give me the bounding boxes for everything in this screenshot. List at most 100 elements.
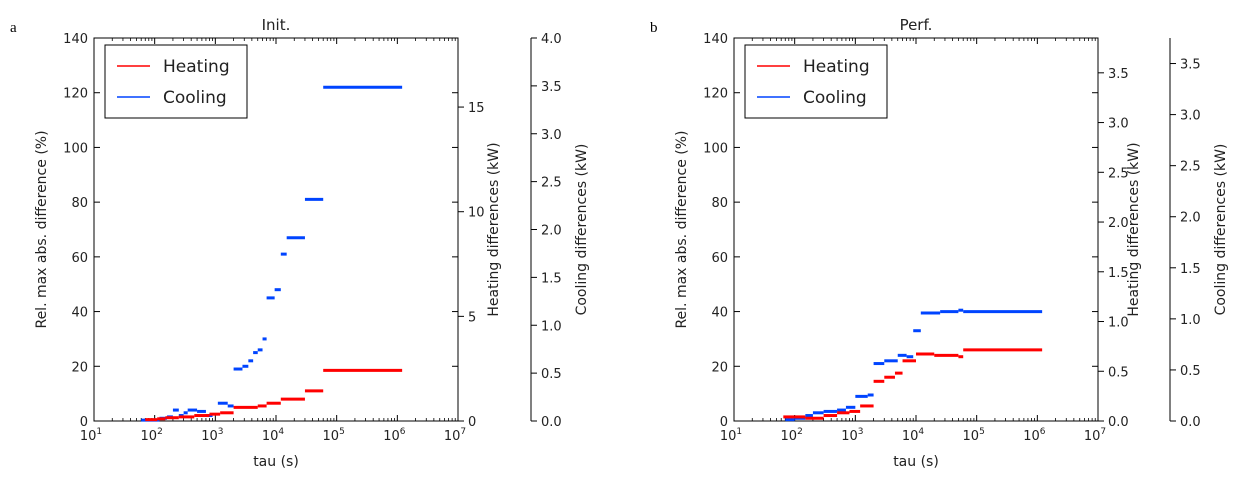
y-tick-label: 140 (703, 32, 728, 47)
y3-tick-label: 0.0 (541, 415, 562, 430)
x-tick-base: 10 (262, 429, 279, 444)
x-tick-exponent: 1 (96, 427, 102, 437)
x-tick-exponent: 6 (400, 427, 406, 437)
y-tick-label: 100 (63, 141, 88, 156)
x-axis-label: tau (s) (253, 454, 299, 470)
y-tick-label: 120 (703, 87, 728, 102)
y3-axis-label: Cooling differences (kW) (574, 144, 590, 316)
x-tick-label: 104 (262, 427, 285, 444)
y2-tick-label: 5 (468, 310, 476, 325)
y3-axis-label: Cooling differences (kW) (1213, 144, 1229, 316)
y-axis-label: Rel. max abs. difference (%) (674, 130, 690, 328)
chart-title: Perf. (900, 16, 933, 34)
y2-axis-label: Heating differences (kW) (486, 142, 502, 316)
x-tick-exponent: 4 (918, 427, 924, 437)
x-tick-base: 10 (201, 429, 218, 444)
x-tick-base: 10 (1023, 429, 1040, 444)
x-tick-exponent: 5 (339, 427, 345, 437)
y3-tick-label: 4.0 (541, 32, 562, 47)
x-axis-label: tau (s) (893, 454, 939, 470)
x-tick-base: 10 (444, 429, 461, 444)
y2-tick-label: 10 (468, 206, 485, 221)
y3-tick-label: 1.5 (1180, 262, 1201, 277)
y2-tick-label: 0.0 (1108, 415, 1129, 430)
y3-tick-label: 0.0 (1180, 415, 1201, 430)
y-tick-label: 0 (720, 415, 728, 430)
y3-tick-label: 2.0 (541, 224, 562, 239)
y-tick-label: 0 (80, 415, 88, 430)
x-tick-base: 10 (383, 429, 400, 444)
y3-tick-label: 2.0 (1180, 211, 1201, 226)
y-tick-label: 80 (71, 196, 88, 211)
y3-tick-label: 0.5 (541, 367, 562, 382)
y2-tick-label: 3.0 (1108, 117, 1129, 132)
x-tick-base: 10 (80, 429, 97, 444)
y2-tick-label: 1.0 (1108, 316, 1129, 331)
y-tick-label: 40 (71, 306, 88, 321)
x-tick-base: 10 (841, 429, 858, 444)
y3-tick-label: 3.5 (1180, 58, 1201, 73)
x-tick-base: 10 (781, 429, 798, 444)
x-tick-label: 103 (201, 427, 223, 444)
x-tick-label: 107 (444, 427, 466, 444)
y3-tick-label: 3.0 (541, 128, 562, 143)
x-tick-label: 102 (141, 427, 163, 444)
legend-label-heating: Heating (163, 57, 230, 77)
x-tick-base: 10 (141, 429, 158, 444)
y2-tick-label: 0 (468, 415, 476, 430)
panel-letter: b (650, 20, 658, 36)
y-tick-label: 40 (711, 306, 728, 321)
y2-tick-label: 2.0 (1108, 216, 1129, 231)
x-tick-base: 10 (1084, 429, 1101, 444)
x-tick-label: 101 (720, 427, 742, 444)
y-tick-label: 120 (63, 87, 88, 102)
legend-label-cooling: Cooling (163, 88, 227, 108)
x-tick-exponent: 4 (278, 427, 284, 437)
x-tick-base: 10 (963, 429, 980, 444)
y3-tick-label: 1.0 (541, 319, 562, 334)
x-tick-label: 106 (383, 427, 406, 444)
y3-tick-label: 2.5 (1180, 160, 1201, 175)
x-tick-base: 10 (720, 429, 737, 444)
x-tick-base: 10 (323, 429, 340, 444)
y-tick-label: 60 (71, 251, 88, 266)
y-tick-label: 100 (703, 141, 728, 156)
x-tick-label: 106 (1023, 427, 1046, 444)
x-tick-exponent: 7 (460, 427, 466, 437)
y2-axis-label: Heating differences (kW) (1126, 142, 1142, 316)
y2-tick-label: 0.5 (1108, 365, 1129, 380)
y-axis-label: Rel. max abs. difference (%) (34, 130, 50, 328)
x-tick-exponent: 7 (1100, 427, 1106, 437)
x-tick-exponent: 2 (157, 427, 163, 437)
y-tick-label: 20 (71, 360, 88, 375)
x-tick-label: 101 (80, 427, 102, 444)
y3-tick-label: 1.0 (1180, 313, 1201, 328)
y2-tick-label: 15 (468, 101, 485, 116)
panel-letter: a (10, 20, 17, 36)
legend-box (744, 44, 888, 119)
y2-tick-label: 3.5 (1108, 67, 1129, 82)
y-tick-label: 140 (63, 32, 88, 47)
chart-title: Init. (262, 16, 291, 34)
x-tick-label: 105 (323, 427, 345, 444)
y3-tick-label: 1.5 (541, 271, 562, 286)
x-tick-exponent: 5 (979, 427, 985, 437)
y3-tick-label: 3.0 (1180, 109, 1201, 124)
x-tick-label: 107 (1084, 427, 1106, 444)
y2-tick-label: 2.5 (1108, 166, 1129, 181)
y3-tick-label: 0.5 (1180, 364, 1201, 379)
legend-label-heating: Heating (803, 57, 870, 77)
x-tick-label: 105 (963, 427, 985, 444)
legend-box (104, 44, 248, 119)
y3-tick-label: 3.5 (541, 80, 562, 95)
x-tick-label: 103 (841, 427, 863, 444)
x-tick-exponent: 2 (797, 427, 803, 437)
x-tick-exponent: 3 (218, 427, 224, 437)
x-tick-exponent: 6 (1040, 427, 1046, 437)
x-tick-label: 102 (781, 427, 803, 444)
y2-tick-label: 1.5 (1108, 266, 1129, 281)
y-tick-label: 80 (711, 196, 728, 211)
